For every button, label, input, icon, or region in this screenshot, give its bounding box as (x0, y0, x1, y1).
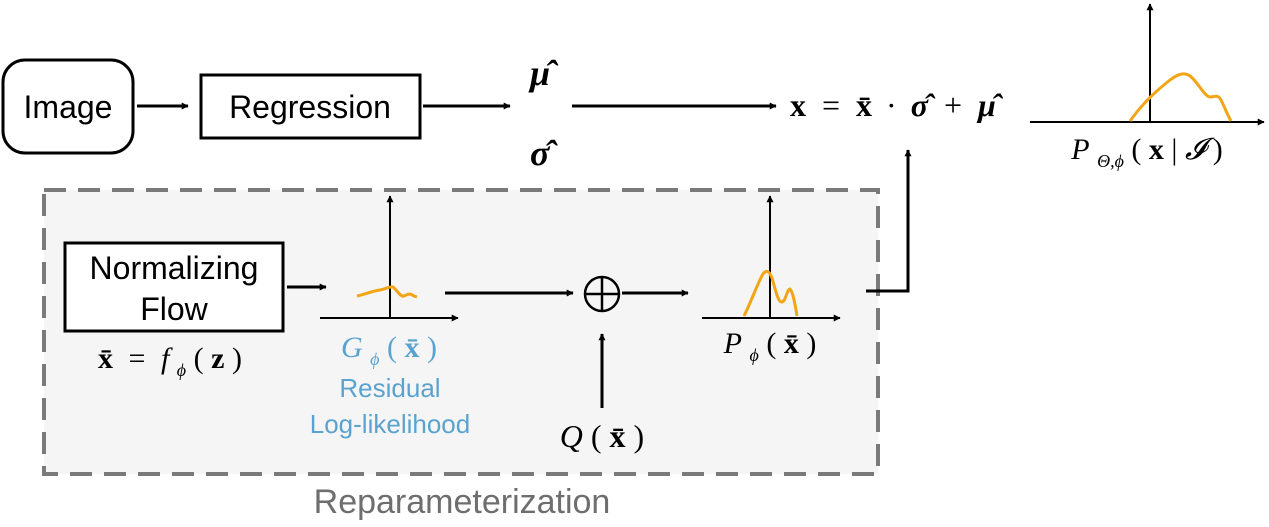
regression-node (199, 73, 422, 140)
out-close: ) (1213, 133, 1223, 166)
residual-caption-line1: Residual (339, 373, 440, 403)
res-G: G (341, 331, 363, 364)
out-I: 𝓘 (1185, 133, 1215, 166)
res-close: ) (427, 331, 437, 364)
flow-sub: ϕ (177, 360, 186, 380)
flow-f: f (161, 342, 173, 375)
prior-P: P (723, 327, 742, 360)
eq-plus: + (944, 87, 962, 123)
prior-label: P ϕ ( x̄ ) (723, 327, 817, 368)
eq-equals: = (822, 87, 840, 123)
normalizing-flow-label-line2: Flow (140, 291, 208, 327)
image-node (1, 58, 135, 155)
eq-sigma: σ̂ (911, 87, 936, 123)
prior-close: ) (806, 327, 816, 360)
prior-curve (742, 269, 799, 317)
eq-xbar: x̄ (856, 87, 872, 123)
output-distribution-label: P Θ,ϕ ( x | 𝓘 ) (1070, 133, 1222, 174)
res-open: ( (387, 331, 397, 364)
q-close: ) (634, 418, 645, 454)
combine-oplus (583, 275, 621, 313)
out-x: x (1149, 133, 1164, 166)
output-equation: x = x̄ · σ̂ + μ̂ (790, 87, 1004, 123)
eq-x: x (790, 87, 806, 123)
regression-node-label: Regression (229, 89, 391, 125)
flow-close: ) (232, 342, 242, 375)
flow-z: z (211, 342, 224, 375)
res-sub: ϕ (370, 349, 379, 369)
residual-caption-line2: Log-likelihood (310, 409, 470, 439)
output-distribution-plot (1030, 3, 1265, 126)
normalizing-flow-label-line1: Normalizing (90, 250, 259, 286)
eq-mu: μ̂ (976, 87, 1004, 123)
flow-equals: = (129, 342, 146, 375)
flow-open: ( (194, 342, 204, 375)
residual-plot (320, 195, 459, 322)
out-bar: | (1171, 133, 1177, 166)
reparameterization-label: Reparameterization (314, 483, 611, 521)
out-open: ( (1131, 133, 1141, 166)
prior-xbar: x̄ (784, 327, 799, 360)
res-xbar: x̄ (405, 331, 420, 364)
residual-curve (356, 285, 418, 299)
output-distribution-curve (1128, 72, 1233, 122)
prior-sub: ϕ (750, 345, 759, 365)
q-Q: Q (560, 418, 583, 454)
prior-open: ( (766, 327, 776, 360)
flow-xbar: x̄ (98, 342, 113, 375)
sigma-hat-label: σ̂ (530, 133, 558, 173)
out-sub: Θ,ϕ (1097, 151, 1124, 171)
q-xbar: x̄ (610, 418, 626, 454)
q-label: Q ( x̄ ) (560, 418, 644, 454)
prior-plot (702, 195, 841, 322)
image-node-label: Image (24, 89, 113, 125)
flow-equation: x̄ = f ϕ ( z ) (98, 342, 242, 383)
arrow-prior-to-equation (866, 149, 912, 293)
normalizing-flow-node (63, 241, 285, 333)
eq-dot: · (886, 87, 897, 123)
out-P: P (1070, 133, 1089, 166)
residual-label: G ϕ ( x̄ ) (341, 331, 437, 372)
q-open: ( (591, 418, 602, 454)
mu-hat-label: μ̂ (528, 53, 559, 93)
